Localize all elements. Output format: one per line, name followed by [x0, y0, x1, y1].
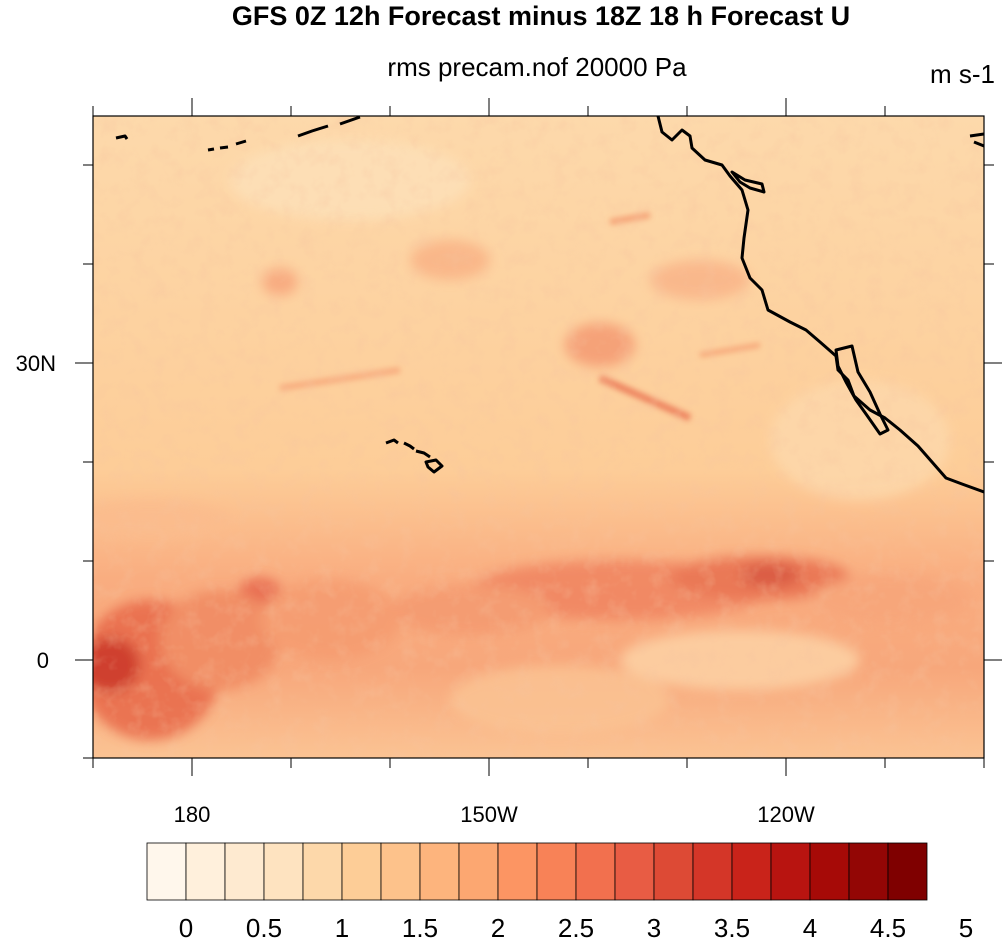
colorbar-swatch	[341, 842, 382, 901]
colorbar-label: 4.5	[870, 913, 906, 943]
colorbar-swatch	[614, 842, 655, 901]
colorbar	[146, 842, 928, 901]
tick-marks	[75, 98, 1002, 776]
colorbar-swatch	[263, 842, 304, 901]
map-title: GFS 0Z 12h Forecast minus 18Z 18 h Forec…	[232, 1, 850, 31]
lon-label-180: 180	[174, 802, 211, 827]
colorbar-swatch	[653, 842, 694, 901]
lon-label-120w: 120W	[757, 802, 815, 827]
map-frame	[92, 115, 985, 759]
colorbar-swatch	[692, 842, 733, 901]
colorbar-swatch	[185, 842, 226, 901]
coastlines	[115, 116, 984, 494]
colorbar-swatch	[575, 842, 616, 901]
colorbar-label: 3	[647, 913, 661, 943]
colorbar-label: 2.5	[558, 913, 594, 943]
colorbar-swatch	[497, 842, 538, 901]
colorbar-swatch	[887, 842, 928, 901]
units-label: m s-1	[930, 59, 995, 89]
colorbar-label: 3.5	[714, 913, 750, 943]
lat-label-30n: 30N	[16, 351, 56, 376]
colorbar-swatch	[458, 842, 499, 901]
colorbar-label: 0.5	[246, 913, 282, 943]
colorbar-swatch	[380, 842, 421, 901]
colorbar-label: 2	[491, 913, 505, 943]
colorbar-swatch	[419, 842, 460, 901]
map-subtitle: rms precam.nof 20000 Pa	[387, 52, 687, 82]
colorbar-label: 0	[179, 913, 193, 943]
colorbar-swatch	[848, 842, 889, 901]
colorbar-swatch	[224, 842, 265, 901]
colorbar-swatch	[809, 842, 850, 901]
data-field	[93, 116, 984, 758]
colorbar-label: 1	[335, 913, 349, 943]
colorbar-swatch	[302, 842, 343, 901]
colorbar-labels: 0 0.5 1 1.5 2 2.5 3 3.5 4 4.5 5	[179, 913, 973, 943]
colorbar-label: 5	[959, 913, 973, 943]
colorbar-swatch	[146, 842, 187, 901]
lat-label-0: 0	[37, 648, 49, 673]
colorbar-swatch	[731, 842, 772, 901]
colorbar-swatch	[536, 842, 577, 901]
colorbar-label: 1.5	[402, 913, 438, 943]
colorbar-label: 4	[803, 913, 817, 943]
colorbar-swatch	[770, 842, 811, 901]
lon-label-150w: 150W	[460, 802, 518, 827]
